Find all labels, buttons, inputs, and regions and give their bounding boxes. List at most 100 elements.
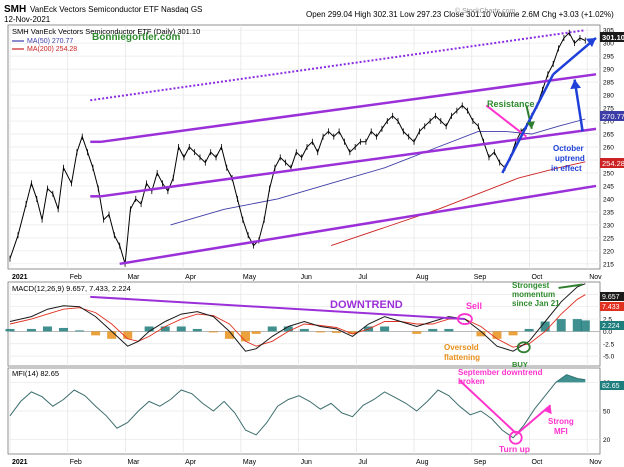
- strong-mfi-label-1: Strong: [548, 417, 574, 426]
- x-tick-label: 2021: [12, 274, 28, 281]
- x-tick-label-bottom: Oct: [531, 459, 542, 466]
- y-tick-label: 300: [603, 41, 614, 48]
- mfi-panel-label: MFI(14) 82.65: [12, 369, 59, 378]
- y-tick-label: 240: [603, 196, 614, 203]
- macd-histogram-bar: [107, 331, 117, 339]
- sell-circle: [456, 313, 473, 325]
- ma50-tag: 270.77: [602, 112, 624, 121]
- y-tick-label: 260: [603, 145, 614, 152]
- macd-histogram-bar: [91, 331, 101, 336]
- x-tick-label-bottom: Feb: [70, 459, 82, 466]
- x-tick-label-bottom: Jun: [301, 459, 312, 466]
- ma50-legend: MA(50) 270.77: [27, 38, 73, 45]
- site-label: Bonniegortler.com: [92, 32, 180, 43]
- macd-line: [9, 283, 586, 352]
- y-tick-label: -5.0: [603, 354, 615, 361]
- macd-histogram-bar: [5, 328, 15, 332]
- upper-dotted-trendline: [90, 29, 586, 102]
- x-tick-label: Feb: [70, 274, 82, 281]
- uptrend-label-2: uptrend: [555, 154, 585, 163]
- uptrend-line-2: [552, 37, 597, 76]
- signal-tag: 7.433: [602, 304, 620, 311]
- hist-tag: 2.224: [602, 323, 620, 330]
- x-tick-label: Apr: [185, 274, 197, 281]
- y-tick-label: 215: [603, 261, 614, 268]
- macd-histogram-bar: [267, 326, 277, 332]
- x-tick-label: Jun: [301, 274, 312, 281]
- uptrend-arrowhead-2: [570, 79, 581, 90]
- watermark: © StockCharts.com: [455, 7, 516, 15]
- macd-histogram-bar: [144, 326, 154, 332]
- resistance-line: [485, 104, 528, 138]
- channel-top-line: [100, 73, 597, 144]
- oversold-label: Oversold: [444, 343, 479, 352]
- macd-histogram-bar: [59, 327, 69, 332]
- macd-histogram-bar: [251, 331, 261, 334]
- y-tick-label: 220: [603, 248, 614, 255]
- macd-histogram-bar: [192, 328, 202, 332]
- x-tick-label-bottom: Jul: [358, 459, 367, 466]
- y-tick-label: 250: [603, 170, 614, 177]
- mfi-downtrend-line: [458, 379, 517, 434]
- mfi-tag-box: [600, 381, 624, 390]
- price-panel-label: SMH VanEck Vectors Semiconductor ETF (Da…: [12, 27, 200, 36]
- macd-histogram-bar: [428, 328, 438, 332]
- macd-histogram-bar: [208, 331, 218, 333]
- x-tick-label: Jul: [358, 274, 367, 281]
- y-tick-label: 245: [603, 183, 614, 190]
- y-tick-label: 225: [603, 235, 614, 242]
- macd-histogram-bar: [508, 331, 518, 336]
- y-tick-label: -2.5: [603, 341, 615, 348]
- macd-histogram-bar: [572, 319, 582, 332]
- green-arrowhead: [526, 121, 535, 129]
- macd-histogram-bar: [524, 328, 534, 332]
- y-tick-label: 295: [603, 54, 614, 61]
- signal-tag-box: [600, 302, 624, 311]
- ohlc-readout: Open 299.04 High 302.31 Low 297.23 Close…: [306, 10, 614, 19]
- y-tick-label: 230: [603, 222, 614, 229]
- turn-up-circle: [508, 430, 523, 445]
- broken-label-1: September downtrend: [458, 368, 543, 377]
- hist-tag-box: [600, 321, 624, 330]
- x-tick-label: Mar: [127, 274, 140, 281]
- downtrend-label: DOWNTREND: [330, 299, 403, 311]
- y-tick-label: 305: [603, 28, 614, 35]
- x-tick-label-bottom: Mar: [127, 459, 140, 466]
- x-tick-label: Nov: [589, 274, 602, 281]
- y-tick-label: 265: [603, 132, 614, 139]
- y-tick-label: 235: [603, 209, 614, 216]
- series-layer: [5, 29, 590, 439]
- buy-circle: [516, 341, 531, 354]
- ma200-line: [330, 161, 586, 247]
- macd-histogram-bar: [42, 326, 52, 332]
- macd-histogram-bar: [75, 330, 85, 332]
- macd-histogram-bar: [556, 319, 566, 332]
- macd-histogram-bar: [348, 331, 358, 334]
- macd-histogram-bar: [331, 331, 341, 333]
- ma200-tag-box: [600, 158, 624, 168]
- y-tick-label: 280: [603, 93, 614, 100]
- header-date: 12-Nov-2021: [4, 15, 51, 24]
- symbol: SMH: [4, 4, 26, 15]
- channel-mid-line: [100, 127, 597, 198]
- mfi-line: [9, 374, 586, 439]
- macd-histogram-bar: [283, 326, 293, 332]
- price-tag: 301.10: [602, 33, 624, 42]
- macd-histogram-bar: [240, 331, 250, 342]
- macd-panel-label: MACD(12,26,9) 9.657, 7.433, 2.224: [12, 284, 131, 293]
- momentum-arrow-shaft: [558, 283, 583, 289]
- ma200-legend: MA(200) 254.28: [27, 46, 77, 53]
- signal-line: [9, 294, 586, 348]
- buy-label: BUY: [512, 360, 528, 369]
- x-tick-label-bottom: Apr: [185, 459, 197, 466]
- x-tick-label-bottom: May: [243, 459, 257, 466]
- y-tick-label: 2.5: [603, 317, 612, 324]
- security-title: VanEck Vectors Semiconductor ETF Nasdaq …: [30, 5, 202, 14]
- momentum-label-3: since Jan 21: [512, 299, 560, 308]
- x-tick-label-bottom: Sep: [474, 459, 487, 466]
- x-tick-label: Oct: [531, 274, 542, 281]
- ma50-tag-box: [600, 111, 624, 121]
- y-tick-label: 285: [603, 80, 614, 87]
- ma200-tag: 254.28: [602, 159, 624, 168]
